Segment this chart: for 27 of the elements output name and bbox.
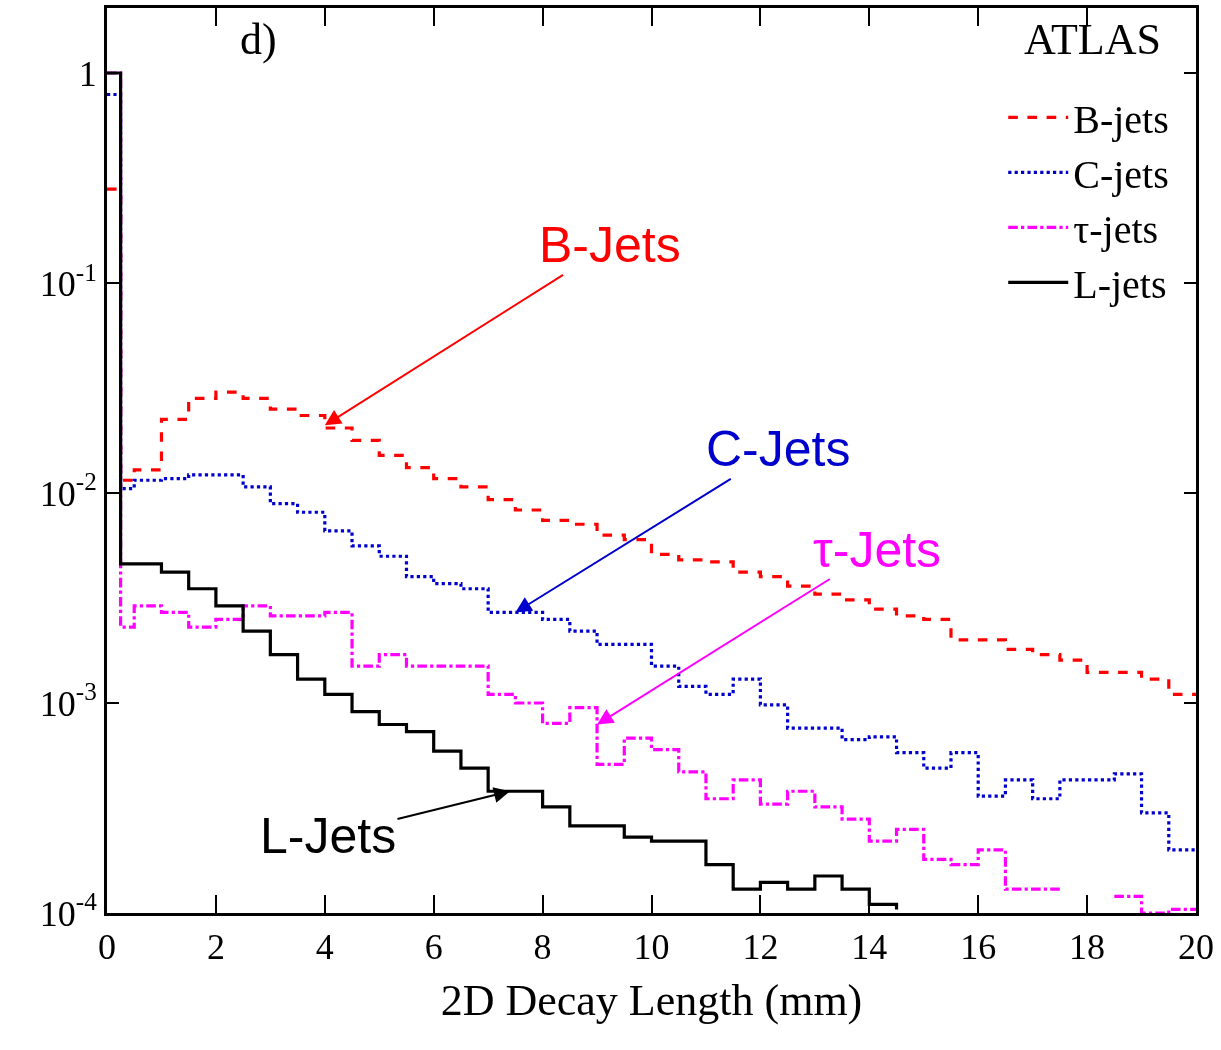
y-tick-label: 10$^{-4}$	[39, 888, 98, 934]
x-tick-label: 6	[424, 927, 443, 968]
y-tick-label: 10$^{-3}$	[39, 678, 97, 724]
legend-label: B-jets	[1073, 97, 1169, 143]
x-tick-label: 12	[742, 927, 779, 968]
y-tick-label: 10$^{-1}$	[39, 258, 97, 304]
x-tick-label: 4	[315, 927, 334, 968]
annotation: C-Jets	[706, 421, 851, 477]
y-tick-label: 10$^{-2}$	[39, 468, 97, 514]
annotation: d)	[240, 15, 277, 64]
x-tick-label: 16	[960, 927, 997, 968]
x-tick-label: 14	[851, 927, 888, 968]
x-tick-label: 18	[1069, 927, 1106, 968]
x-axis-title: 2D Decay Length (mm)	[440, 975, 863, 1025]
x-tick-label: 10	[633, 927, 670, 968]
legend-label: L-jets	[1073, 262, 1167, 308]
y-tick-label: 1	[78, 53, 97, 94]
x-tick-label: 8	[533, 927, 552, 968]
x-tick-label: 0	[98, 927, 116, 968]
annotation: τ-Jets	[813, 522, 942, 578]
annotation: ATLAS	[1024, 15, 1161, 64]
legend-label: C-jets	[1073, 152, 1169, 198]
annotation: B-Jets	[539, 217, 681, 273]
x-tick-label: 2	[206, 927, 225, 968]
annotation: L-Jets	[260, 808, 397, 864]
legend-label: τ-jets	[1073, 207, 1159, 253]
x-tick-label: 20	[1178, 927, 1214, 968]
